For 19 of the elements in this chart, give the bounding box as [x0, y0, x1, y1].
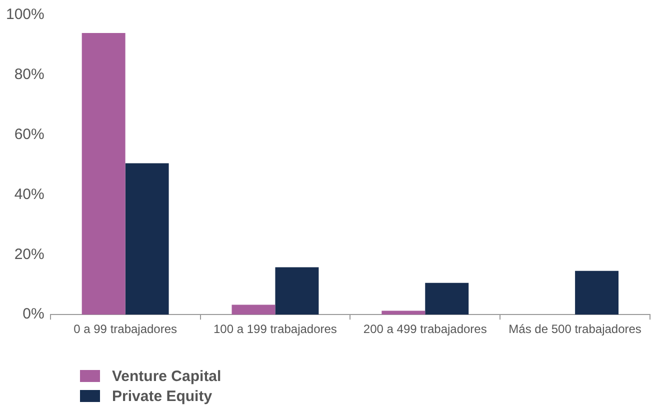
- bar: [125, 163, 169, 315]
- x-tick-label: 0 a 99 trabajadores: [74, 322, 178, 336]
- legend-label: Venture Capital: [112, 368, 222, 384]
- bar: [275, 267, 319, 315]
- bar: [382, 310, 426, 315]
- bar: [575, 270, 619, 315]
- bar: [82, 32, 126, 315]
- bar: [232, 304, 276, 315]
- y-tick-label: 100%: [6, 6, 44, 24]
- y-tick-label: 20%: [14, 246, 44, 263]
- bar: [425, 282, 469, 315]
- y-tick-label: 80%: [14, 66, 44, 84]
- legend-label: Private Equity: [112, 388, 212, 404]
- x-tick-label: 200 a 499 trabajadores: [363, 322, 487, 336]
- y-tick-label: 60%: [14, 126, 44, 143]
- y-tick-label: 0%: [22, 306, 44, 323]
- x-tick-label: Más de 500 trabajadores: [508, 322, 642, 336]
- y-tick-label: 40%: [14, 186, 44, 203]
- x-tick-label: 100 a 199 trabajadores: [214, 322, 337, 336]
